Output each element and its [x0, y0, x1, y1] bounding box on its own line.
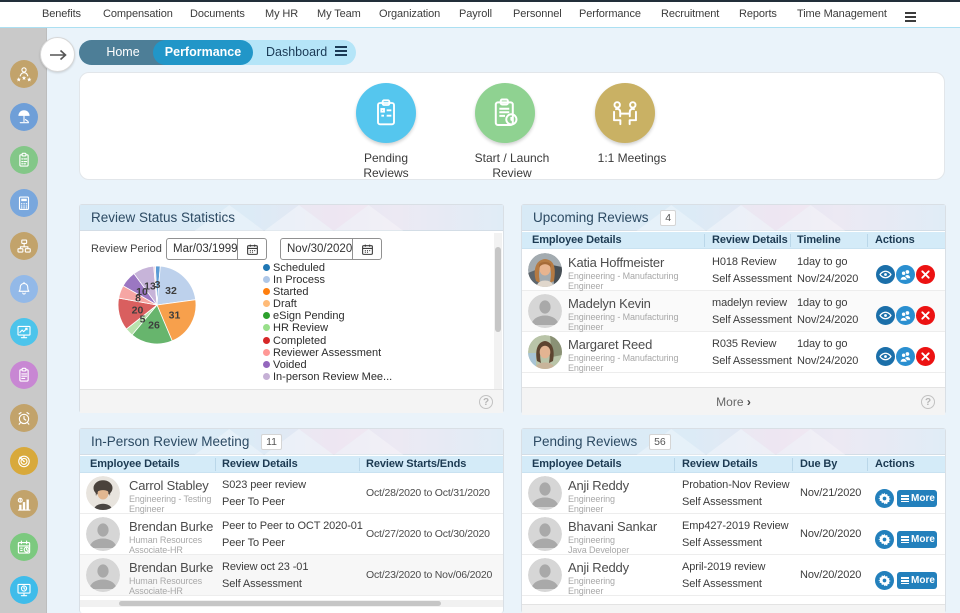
svg-text:8: 8 [135, 293, 141, 305]
svg-text:26: 26 [148, 320, 160, 332]
svg-text:31: 31 [169, 310, 181, 322]
svg-text:5: 5 [140, 314, 146, 326]
svg-text:10: 10 [136, 286, 148, 298]
svg-text:32: 32 [165, 285, 177, 297]
svg-text:3: 3 [155, 279, 161, 291]
svg-text:20: 20 [132, 305, 144, 317]
svg-text:13: 13 [144, 281, 156, 293]
